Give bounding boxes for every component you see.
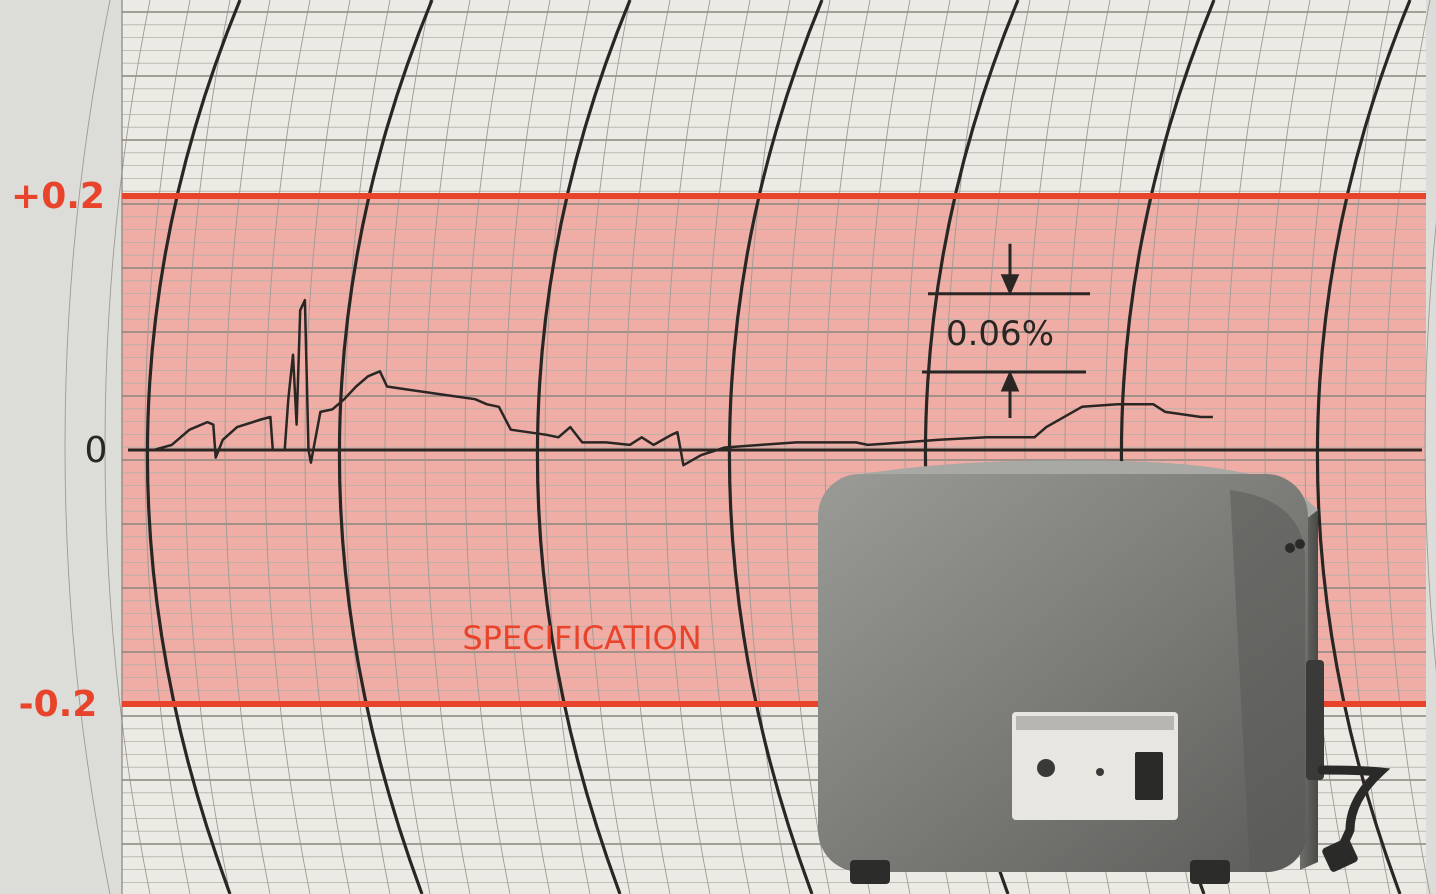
grid-line-curved	[1344, 0, 1391, 894]
grid-line-curved	[544, 0, 591, 894]
y-tick-label: -0.2	[19, 684, 98, 725]
grid-line-curved	[504, 0, 551, 894]
annotation-label: 0.06%	[946, 314, 1054, 354]
grid-line-curved	[344, 0, 391, 894]
voltage-trace	[130, 298, 1213, 467]
grid-line-curved	[384, 0, 431, 894]
grid-line-curved	[704, 0, 751, 894]
y-axis-labels: +0.2 0 -0.2	[11, 176, 107, 725]
grid-line-curved	[104, 0, 151, 894]
voltage-regulator-illustration	[818, 460, 1391, 884]
grid-line-curved	[584, 0, 631, 894]
grid-line-curved	[224, 0, 271, 894]
grid-line-curved	[144, 0, 191, 894]
y-tick-label: +0.2	[11, 176, 105, 217]
grid-line-curved	[184, 0, 231, 894]
deviation-annotation: 0.06%	[922, 243, 1090, 418]
arrow-down-icon	[1000, 243, 1020, 296]
time-arc	[535, 0, 632, 894]
y-tick-label: 0	[85, 430, 108, 471]
time-arc	[145, 0, 242, 894]
grid-line-curved	[264, 0, 311, 894]
band-label: SPECIFICATION	[462, 619, 701, 657]
grid-line-curved	[424, 0, 471, 894]
grid-line-curved	[304, 0, 351, 894]
time-arc	[1315, 0, 1412, 894]
grid-line-curved	[1384, 0, 1431, 894]
grid-line-curved	[1304, 0, 1351, 894]
grid-line-curved	[784, 0, 831, 894]
time-arc	[337, 0, 434, 894]
grid-line-curved	[664, 0, 711, 894]
time-arc	[727, 0, 824, 894]
grid-line-curved	[624, 0, 671, 894]
arrow-up-icon	[1000, 370, 1020, 418]
grid-line-curved	[464, 0, 511, 894]
grid-line-curved	[64, 0, 111, 894]
grid-line-curved	[1424, 221, 1436, 673]
